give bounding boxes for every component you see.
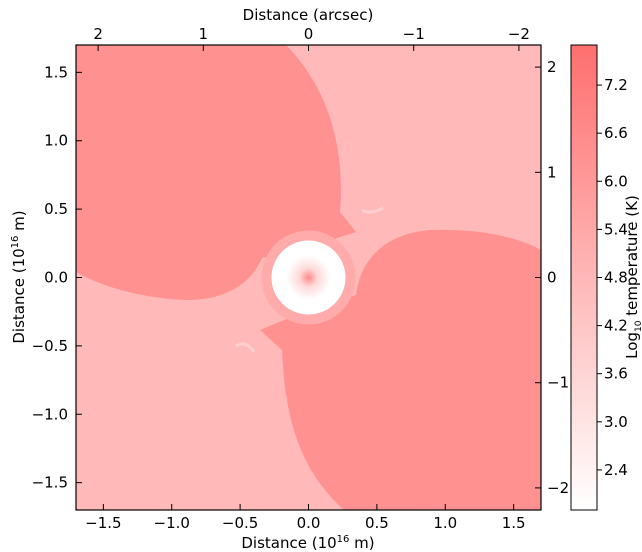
y-tick-label: 1.5 [44,63,68,81]
top-tick-label: 2 [93,25,103,43]
x-axis-bottom: −1.5 −1.0 −0.5 0.0 0.5 1.0 1.5 [85,504,526,532]
stray-feature-upper [361,206,384,214]
right-tick-label: 0 [547,269,557,287]
y-tick-label: 0.0 [44,269,68,287]
x-tick-label: −1.0 [154,514,190,532]
right-tick-label: 1 [547,163,557,181]
top-tick-label: −2 [508,25,530,43]
x-axis-top-label: Distance (arcsec) [243,6,374,24]
y-tick-label: −0.5 [32,337,68,355]
y-axis-right-arcsec: 2 1 0 −1 −2 [535,58,569,497]
x-tick-label: 0.0 [297,514,321,532]
x-axis-top-arcsec: 2 1 0 −1 −2 [93,25,530,51]
y-tick-label: −1.5 [32,474,68,492]
y-tick-label: 0.5 [44,200,68,218]
colorbar-tick-label: 3.6 [604,365,628,383]
y-axis-left-label: Distance (1016 m) [10,210,28,343]
colorbar [570,44,598,511]
stray-feature-lower [235,342,256,353]
x-tick-label: −0.5 [222,514,258,532]
x-axis-bottom-label: Distance (1016 m) [241,534,374,552]
y-tick-label: 1.0 [44,132,68,150]
top-tick-label: 1 [199,25,209,43]
colorbar-tick-label: 5.4 [604,220,628,238]
colorbar-tick-label: 2.4 [604,461,628,479]
colorbar-axis: 2.4 3.0 3.6 4.2 4.8 5.4 6.0 6.6 7.2 [597,76,628,479]
top-tick-label: 0 [304,25,314,43]
x-tick-label: 1.0 [433,514,457,532]
top-tick-label: −1 [403,25,425,43]
plot-area [76,45,541,510]
x-tick-label: −1.5 [85,514,121,532]
right-tick-label: 2 [547,58,557,76]
colorbar-tick-label: 7.2 [604,76,628,94]
outflow-lobe-lower-right [260,229,541,510]
colorbar-tick-label: 4.8 [604,269,628,287]
y-tick-label: −1.0 [32,405,68,423]
colorbar-tick-label: 3.0 [604,413,628,431]
y-axis-left: −1.5 −1.0 −0.5 0.0 0.5 1.0 1.5 [32,63,82,492]
colorbar-tick-label: 6.6 [604,124,628,142]
colorbar-tick-label: 6.0 [604,172,628,190]
colorbar-label: Log10 temperature (K) [623,195,642,359]
x-tick-label: 1.5 [502,514,526,532]
x-tick-label: 0.5 [365,514,389,532]
colorbar-tick-label: 4.2 [604,317,628,335]
central-core [271,240,346,315]
right-tick-label: −1 [547,374,569,392]
right-tick-label: −2 [547,479,569,497]
